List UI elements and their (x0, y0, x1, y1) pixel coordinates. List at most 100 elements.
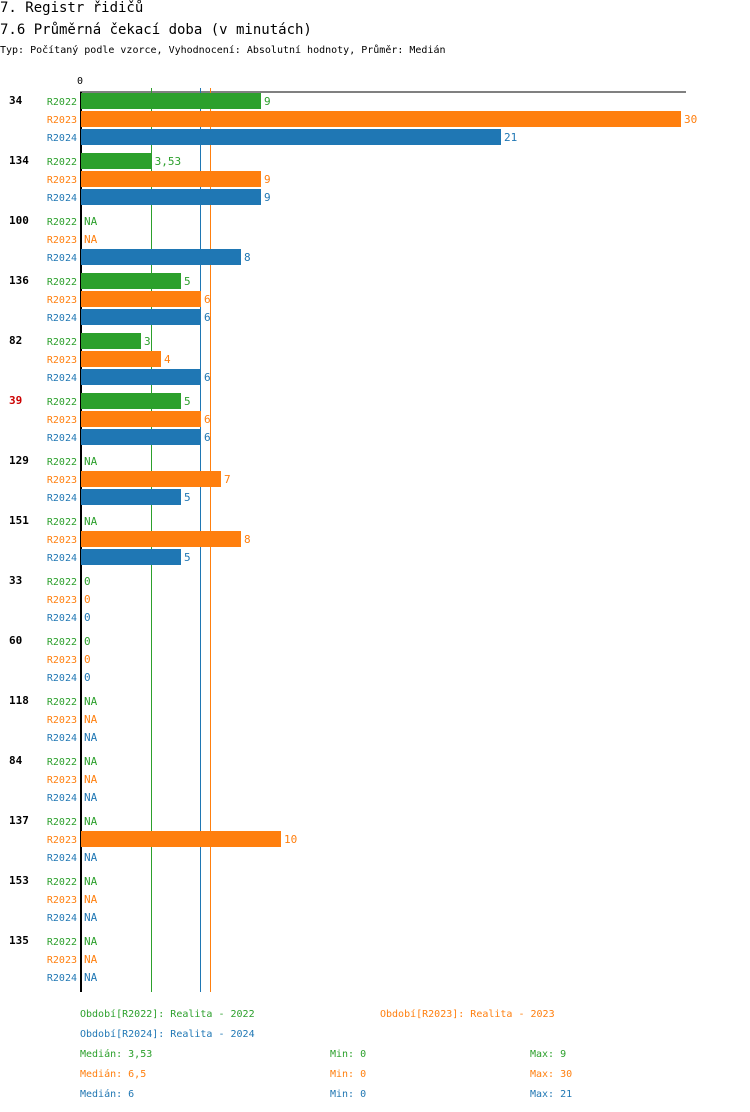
series-label: R2023 (47, 835, 77, 846)
series-label: R2022 (47, 757, 77, 768)
x-tick-label: 0 (77, 76, 83, 87)
series-label: R2023 (47, 115, 77, 126)
category-label: 151 (9, 514, 29, 527)
category-label: 82 (9, 334, 22, 347)
value-label: 5 (184, 275, 191, 288)
series-label: R2023 (47, 895, 77, 906)
series-label: R2022 (47, 697, 77, 708)
value-label: 6 (204, 293, 211, 306)
bar (81, 93, 261, 109)
category-label: 33 (9, 574, 22, 587)
value-label: NA (84, 893, 98, 906)
series-label: R2022 (47, 277, 77, 288)
stat-min: Min: 0 (330, 1049, 366, 1060)
category-label: 137 (9, 814, 29, 827)
legend-entry: Období[R2024]: Realita - 2024 (80, 1028, 255, 1040)
value-label: 5 (184, 551, 191, 564)
category-label: 129 (9, 454, 29, 467)
series-label: R2023 (47, 295, 77, 306)
chart-subtitle: 7.6 Průměrná čekací doba (v minutách) (0, 22, 312, 38)
value-label: 0 (84, 593, 91, 606)
value-label: 8 (244, 251, 251, 264)
bar (81, 171, 261, 187)
value-label: 5 (184, 395, 191, 408)
chart-description: Typ: Počítaný podle vzorce, Vyhodnocení:… (0, 44, 446, 56)
bar (81, 429, 201, 445)
value-label: 3,53 (155, 155, 182, 168)
category-label: 135 (9, 934, 29, 947)
value-label: 6 (204, 413, 211, 426)
series-label: R2022 (47, 217, 77, 228)
bar (81, 351, 161, 367)
value-label: 9 (264, 95, 271, 108)
category-label: 34 (9, 94, 23, 107)
bar (81, 291, 201, 307)
bar (81, 831, 281, 847)
series-label: R2023 (47, 415, 77, 426)
bar (81, 153, 152, 169)
series-label: R2022 (47, 157, 77, 168)
category-label: 100 (9, 214, 29, 227)
value-label: NA (84, 851, 98, 864)
value-label: NA (84, 971, 98, 984)
series-label: R2024 (47, 613, 77, 624)
value-label: 0 (84, 575, 91, 588)
value-label: NA (84, 773, 98, 786)
value-label: NA (84, 911, 98, 924)
series-label: R2022 (47, 877, 77, 888)
value-label: 6 (204, 311, 211, 324)
value-label: NA (84, 515, 98, 528)
value-label: 21 (504, 131, 517, 144)
stat-median: Medián: 6 (80, 1088, 134, 1100)
series-label: R2023 (47, 475, 77, 486)
series-label: R2024 (47, 313, 77, 324)
series-label: R2023 (47, 175, 77, 186)
value-label: NA (84, 713, 98, 726)
series-label: R2023 (47, 595, 77, 606)
stat-min: Min: 0 (330, 1069, 366, 1080)
series-label: R2024 (47, 253, 77, 264)
value-label: NA (84, 815, 98, 828)
series-label: R2023 (47, 715, 77, 726)
legend-entry: Období[R2023]: Realita - 2023 (380, 1008, 555, 1020)
series-label: R2024 (47, 433, 77, 444)
category-label: 84 (9, 754, 23, 767)
series-label: R2022 (47, 397, 77, 408)
chart-title: 7. Registr řidičů (0, 0, 143, 16)
category-label: 134 (9, 154, 29, 167)
value-label: 10 (284, 833, 297, 846)
series-label: R2022 (47, 97, 77, 108)
bar (81, 309, 201, 325)
series-label: R2024 (47, 733, 77, 744)
series-label: R2023 (47, 235, 77, 246)
value-label: NA (84, 953, 98, 966)
stat-min: Min: 0 (330, 1089, 366, 1100)
series-label: R2024 (47, 373, 77, 384)
series-label: R2024 (47, 553, 77, 564)
bar (81, 531, 241, 547)
bar (81, 369, 201, 385)
value-label: 0 (84, 611, 91, 624)
value-label: 4 (164, 353, 171, 366)
category-label: 39 (9, 394, 22, 407)
series-label: R2024 (47, 673, 77, 684)
category-label: 60 (9, 634, 22, 647)
category-label: 118 (9, 694, 29, 707)
series-label: R2024 (47, 793, 77, 804)
stat-median: Medián: 6,5 (80, 1068, 146, 1080)
value-label: 0 (84, 653, 91, 666)
bar (81, 273, 181, 289)
category-label: 153 (9, 874, 29, 887)
value-label: NA (84, 731, 98, 744)
value-label: 9 (264, 173, 271, 186)
value-label: 5 (184, 491, 191, 504)
bar (81, 549, 181, 565)
value-label: NA (84, 695, 98, 708)
series-label: R2023 (47, 535, 77, 546)
legend-entry: Období[R2022]: Realita - 2022 (80, 1008, 255, 1020)
series-label: R2024 (47, 493, 77, 504)
stat-max: Max: 9 (530, 1049, 566, 1060)
bar (81, 489, 181, 505)
bar (81, 333, 141, 349)
